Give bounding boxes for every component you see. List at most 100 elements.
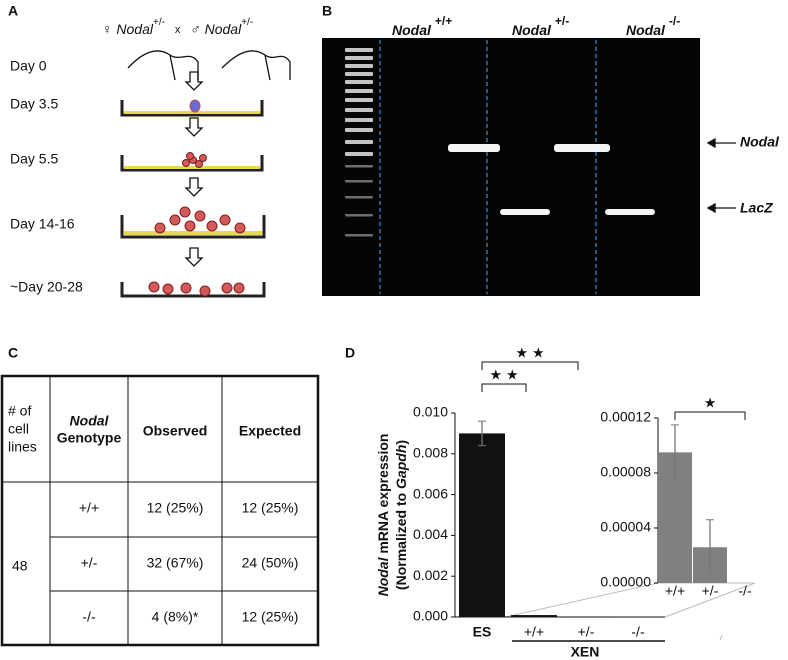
y-label-part: Nodal	[375, 556, 391, 596]
ladder	[345, 48, 373, 237]
genotype: +/-	[153, 17, 165, 28]
bar	[563, 616, 609, 617]
y-label-part: Gapdh	[393, 445, 409, 489]
panel-label: D	[345, 345, 355, 361]
table-header: Nodal	[70, 413, 110, 429]
dish	[120, 100, 264, 117]
ladder-band	[345, 56, 373, 60]
x-tick-label: ES	[473, 624, 492, 640]
ladder-band	[345, 214, 373, 217]
band-label: Nodal	[740, 134, 780, 150]
ladder-band	[345, 98, 373, 102]
y-tick-label: 0.008	[413, 445, 448, 461]
lane-label: Nodal+/-	[512, 14, 569, 38]
table-cell: 12 (25%)	[147, 500, 204, 516]
y-tick-label: 0.000	[413, 608, 448, 624]
band-arrows	[706, 137, 736, 214]
x-tick-label: -/-	[631, 624, 645, 640]
table-cell: 24 (50%)	[242, 555, 299, 571]
feeder	[124, 231, 262, 235]
gene: Nodal	[116, 21, 153, 37]
ladder-band	[345, 89, 373, 93]
mouse	[127, 50, 199, 81]
lane-dividers	[379, 40, 597, 294]
table-header: Genotype	[57, 430, 122, 446]
ladder-band	[345, 140, 373, 144]
dish	[120, 155, 264, 172]
table-lines	[0, 374, 320, 647]
mouse	[221, 50, 291, 81]
arrow	[184, 177, 204, 197]
lane-labels: Nodal+/+Nodal+/-Nodal-/-	[392, 14, 680, 38]
arrow	[184, 117, 204, 137]
dishes	[120, 99, 266, 298]
dish	[120, 282, 266, 298]
lane-label: Nodal-/-	[626, 14, 680, 38]
y-tick-label: 0.00008	[600, 464, 651, 480]
gene: Nodal	[626, 22, 666, 38]
day-label: Day 3.5	[10, 96, 58, 112]
charts: 0.000 0.002 0.004 0.006 0.008 0.010 ES +/+ +/- -/…	[413, 345, 752, 660]
table-cell: 12 (25%)	[242, 609, 299, 625]
day-labels: Day 0 Day 3.5 Day 5.5 Day 14-16 ~Day 20-28	[10, 58, 83, 295]
genotype: +/+	[435, 14, 452, 28]
x-tick-label: +/+	[524, 624, 544, 640]
cross-text: ♀ Nodal+/- x ♂ Nodal+/-	[102, 13, 253, 37]
table-header: Observed	[143, 423, 208, 439]
gene: Nodal	[512, 22, 552, 38]
gene: Nodal	[392, 22, 432, 38]
y-axis-label: Nodal mRNA expression	[375, 434, 391, 597]
ladder-band	[345, 72, 373, 76]
ladder-band	[345, 128, 373, 132]
symbol: ♂	[190, 21, 201, 37]
table-header: Expected	[239, 423, 301, 439]
significance-bracket	[674, 411, 746, 420]
bar	[511, 615, 557, 617]
cross: x	[175, 24, 181, 36]
y-tick-label: 0.010	[413, 404, 448, 420]
blastocyst	[189, 99, 201, 113]
cells	[148, 281, 245, 297]
table-cell: 4 (8%)*	[152, 609, 199, 625]
ladder-band	[345, 64, 373, 68]
x-tick-label: -/-	[738, 583, 752, 599]
y-tick-label: 0.00004	[600, 519, 651, 535]
y-tick-label: 0.002	[413, 567, 448, 583]
ladder-band	[345, 152, 373, 156]
significance-label: ★	[704, 395, 717, 411]
day-label: Day 0	[10, 58, 47, 74]
y-tick-label: 0.00012	[600, 409, 651, 425]
gene: Nodal	[205, 21, 242, 37]
table-header: # of	[8, 403, 31, 419]
y-label-part: (Normalized to	[393, 489, 409, 590]
x-tick-label: +/-	[578, 624, 595, 640]
arrow	[184, 247, 204, 267]
table-header: lines	[8, 439, 37, 455]
group-label: XEN	[571, 644, 600, 660]
panel-label: B	[322, 3, 332, 19]
ladder-band	[345, 118, 373, 122]
arrow	[184, 71, 204, 91]
significance-bracket	[481, 383, 527, 392]
y-tick-label: 0.006	[413, 485, 448, 501]
lane-label: Nodal+/+	[392, 14, 452, 38]
y-label-part: )	[393, 440, 409, 445]
x-tick-label: +/-	[702, 583, 719, 599]
genotype: -/-	[669, 14, 680, 28]
band-label: LacZ	[740, 200, 773, 216]
x-tick-label: +/+	[665, 583, 685, 599]
feeder	[124, 166, 260, 169]
ladder-band	[345, 108, 373, 112]
table-cell: 48	[12, 558, 28, 574]
gel-bands	[448, 144, 655, 215]
day-label: Day 5.5	[10, 151, 58, 167]
gel	[322, 38, 700, 296]
ladder-band	[345, 48, 373, 52]
day-label: Day 14-16	[10, 216, 75, 232]
symbol: ♀	[102, 21, 113, 37]
ladder-band	[345, 234, 373, 237]
significance-label: ★ ★	[516, 345, 545, 361]
ladder-band	[345, 165, 373, 168]
ladder-band	[345, 180, 373, 183]
